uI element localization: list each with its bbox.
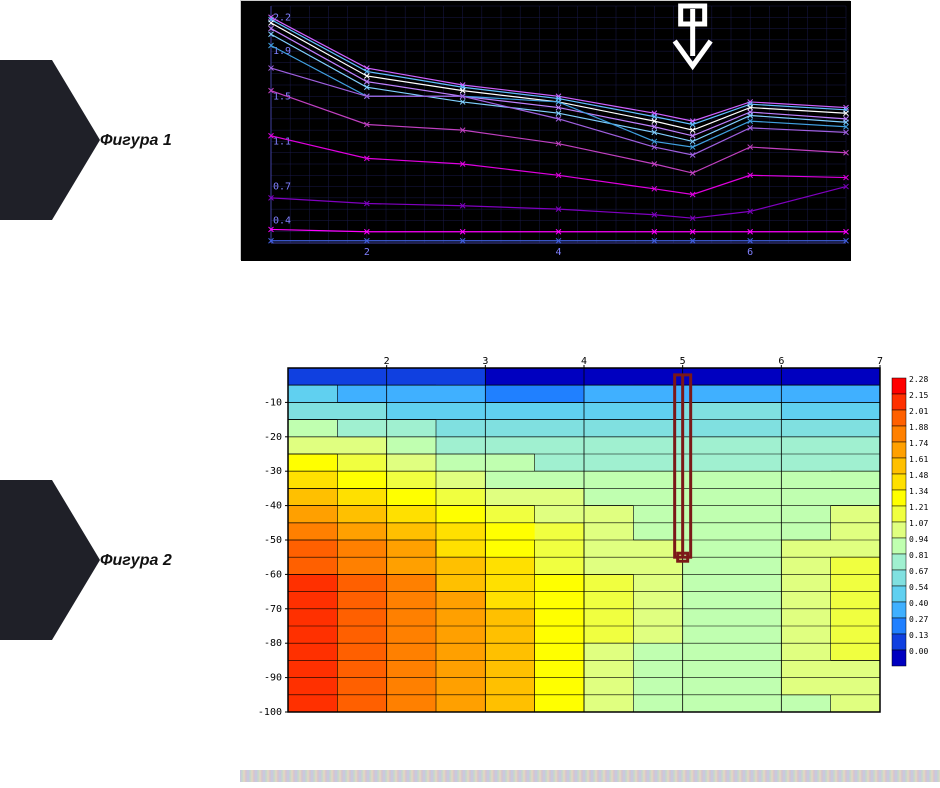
svg-text:-50: -50 bbox=[264, 535, 282, 546]
svg-text:-30: -30 bbox=[264, 466, 282, 477]
figure1-svg: 0.40.71.11.51.92.2246 bbox=[241, 1, 851, 261]
svg-text:1.88: 1.88 bbox=[909, 423, 928, 432]
svg-text:-20: -20 bbox=[264, 432, 282, 443]
pentagon-decor-1 bbox=[0, 60, 100, 220]
pentagon-decor-2 bbox=[0, 480, 100, 640]
figure1-line-chart: 0.40.71.11.51.92.2246 bbox=[240, 0, 850, 260]
svg-text:2.15: 2.15 bbox=[909, 391, 928, 400]
svg-text:1.61: 1.61 bbox=[909, 455, 928, 464]
svg-text:-60: -60 bbox=[264, 569, 282, 580]
svg-text:1.48: 1.48 bbox=[909, 471, 928, 480]
svg-text:2.28: 2.28 bbox=[909, 375, 928, 384]
figure2-heatmap: 234567-10-20-30-40-50-60-70-80-90-1002.2… bbox=[240, 350, 940, 720]
svg-text:-70: -70 bbox=[264, 604, 282, 615]
svg-text:0.67: 0.67 bbox=[909, 567, 928, 576]
svg-text:0.4: 0.4 bbox=[273, 215, 291, 226]
figure2-svg: 234567-10-20-30-40-50-60-70-80-90-1002.2… bbox=[240, 350, 940, 720]
svg-text:-80: -80 bbox=[264, 638, 282, 649]
svg-text:0.40: 0.40 bbox=[909, 599, 928, 608]
svg-text:0.81: 0.81 bbox=[909, 551, 928, 560]
svg-text:6: 6 bbox=[747, 247, 753, 258]
figure2-label: Фигура 2 bbox=[100, 552, 172, 570]
svg-text:0.13: 0.13 bbox=[909, 631, 928, 640]
svg-text:0.7: 0.7 bbox=[273, 182, 291, 193]
svg-text:-40: -40 bbox=[264, 501, 282, 512]
svg-text:0.27: 0.27 bbox=[909, 615, 928, 624]
svg-text:1.34: 1.34 bbox=[909, 487, 928, 496]
svg-text:0.00: 0.00 bbox=[909, 647, 928, 656]
svg-text:0.94: 0.94 bbox=[909, 535, 928, 544]
svg-text:1.21: 1.21 bbox=[909, 503, 928, 512]
svg-text:-100: -100 bbox=[258, 707, 282, 718]
svg-text:4: 4 bbox=[556, 247, 562, 258]
svg-text:-90: -90 bbox=[264, 673, 282, 684]
svg-text:1.07: 1.07 bbox=[909, 519, 928, 528]
figure1-label: Фигура 1 bbox=[100, 132, 172, 150]
svg-text:0.54: 0.54 bbox=[909, 583, 928, 592]
svg-text:2.01: 2.01 bbox=[909, 407, 928, 416]
svg-text:-10: -10 bbox=[264, 397, 282, 408]
svg-text:1.74: 1.74 bbox=[909, 439, 928, 448]
noise-bar bbox=[240, 770, 940, 782]
svg-text:2: 2 bbox=[364, 247, 370, 258]
